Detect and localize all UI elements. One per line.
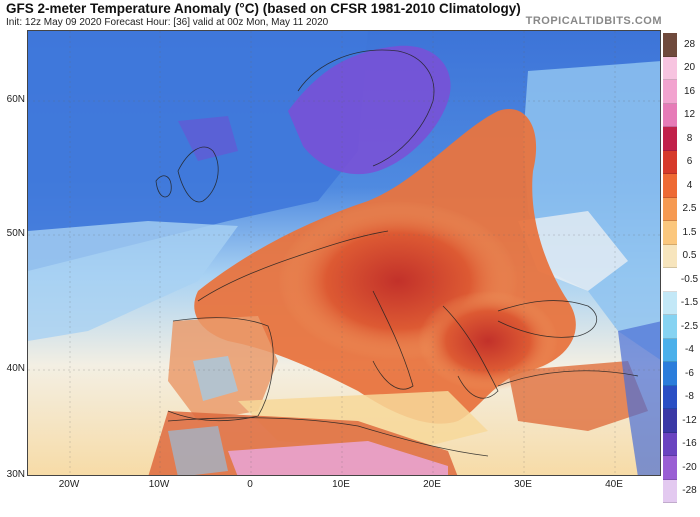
colorbar-swatch xyxy=(663,479,677,503)
colorbar-swatch xyxy=(663,33,677,57)
colorbar-label: -1.5 xyxy=(680,297,699,309)
lon-label: 40E xyxy=(605,479,623,490)
colorbar-swatch xyxy=(663,456,677,480)
coastlines xyxy=(155,49,639,457)
iceland-cold-region xyxy=(178,116,238,161)
graticule xyxy=(28,31,660,475)
turkey-warm-region xyxy=(508,361,648,431)
colorbar-swatch xyxy=(663,409,677,433)
colorbar-swatch xyxy=(663,197,677,221)
iberia-cool-patch xyxy=(193,356,238,401)
colorbar-label: 20 xyxy=(683,62,696,74)
map-subtitle: Init: 12z May 09 2020 Forecast Hour: [36… xyxy=(6,17,329,28)
colorbar-swatch xyxy=(663,362,677,386)
colorbar-swatch xyxy=(663,174,677,198)
lon-label: 20E xyxy=(423,479,441,490)
map-title: GFS 2-meter Temperature Anomaly (°C) (ba… xyxy=(6,1,521,16)
lon-label: 10W xyxy=(148,479,170,490)
africa-cool-patch xyxy=(168,426,228,475)
colorbar-label: -16 xyxy=(682,438,697,450)
colorbar-swatch xyxy=(663,315,677,339)
lat-label: 30N xyxy=(6,469,25,480)
lon-label: 30E xyxy=(514,479,532,490)
colorbar-label: 4 xyxy=(686,179,693,191)
colorbar-label: -0.5 xyxy=(680,273,699,285)
balkans-hot-core xyxy=(418,291,558,391)
colorbar-swatch xyxy=(663,221,677,245)
colorbar-label: -28 xyxy=(682,485,697,497)
caspian-cold-region xyxy=(618,321,660,475)
colorbar-label: 16 xyxy=(683,85,696,97)
colorbar-swatch xyxy=(663,103,677,127)
atlantic-light-region xyxy=(28,221,238,341)
colorbar-legend: 28 20 16 12 8 6 4 2.5 1.5 0.5 -0.5 -1.5 -2.5 -4 -6 -8 -1… xyxy=(663,30,700,517)
lat-label: 50N xyxy=(6,228,25,239)
brand-watermark[interactable]: TROPICALTIDBITS.COM xyxy=(525,15,662,27)
colorbar-swatch xyxy=(663,268,677,292)
colorbar-label: 1.5 xyxy=(682,226,697,238)
colorbar-label: -12 xyxy=(682,414,697,426)
lat-label: 40N xyxy=(6,363,25,374)
colorbar-swatch xyxy=(663,127,677,151)
colorbar-label: 12 xyxy=(683,109,696,121)
lon-label: 0 xyxy=(247,479,253,490)
colorbar-label: 6 xyxy=(686,156,693,168)
colorbar-label: 8 xyxy=(686,132,693,144)
colorbar-swatch xyxy=(663,291,677,315)
colorbar-label: 2.5 xyxy=(682,203,697,215)
colorbar-label: -6 xyxy=(685,367,694,379)
header: GFS 2-meter Temperature Anomaly (°C) (ba… xyxy=(0,0,700,30)
colorbar-swatch xyxy=(663,80,677,104)
colorbar-label: -2.5 xyxy=(680,320,699,332)
sahara-extreme-region xyxy=(228,441,448,475)
colorbar-swatch xyxy=(663,432,677,456)
colorbar-swatch xyxy=(663,338,677,362)
colorbar-swatch xyxy=(663,150,677,174)
anomaly-map[interactable] xyxy=(27,30,661,476)
colorbar-label: -4 xyxy=(685,344,694,356)
map-canvas xyxy=(28,31,660,475)
colorbar-label: -20 xyxy=(682,461,697,473)
lat-label: 60N xyxy=(6,94,25,105)
colorbar-swatch xyxy=(663,385,677,409)
lon-label: 10E xyxy=(332,479,350,490)
colorbar-swatch xyxy=(663,56,677,80)
colorbar-swatch xyxy=(663,244,677,268)
russia-cool-region xyxy=(523,61,660,360)
lon-label: 20W xyxy=(58,479,80,490)
colorbar-label: 28 xyxy=(683,38,696,50)
colorbar-label: 0.5 xyxy=(682,250,697,262)
scandinavia-cold-region xyxy=(288,45,451,175)
colorbar-label: -8 xyxy=(685,391,694,403)
